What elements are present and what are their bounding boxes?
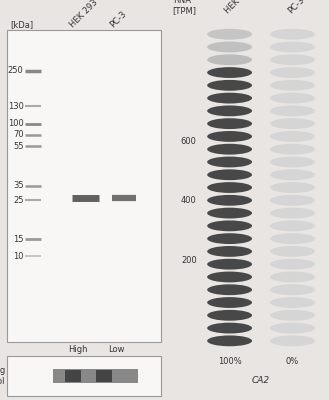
Ellipse shape (207, 131, 252, 142)
Ellipse shape (207, 42, 252, 52)
Text: HEK 293: HEK 293 (223, 0, 255, 15)
Ellipse shape (207, 272, 252, 282)
FancyBboxPatch shape (7, 356, 161, 396)
Ellipse shape (270, 246, 315, 257)
Text: PC-3: PC-3 (286, 0, 306, 15)
Ellipse shape (207, 80, 252, 91)
Ellipse shape (270, 118, 315, 129)
Text: [kDa]: [kDa] (10, 20, 33, 29)
FancyBboxPatch shape (96, 370, 112, 382)
Ellipse shape (207, 323, 252, 334)
Text: 10: 10 (13, 252, 23, 261)
Ellipse shape (207, 67, 252, 78)
Ellipse shape (270, 310, 315, 321)
Text: 250: 250 (8, 66, 23, 75)
Ellipse shape (207, 259, 252, 270)
Text: 130: 130 (8, 102, 23, 111)
Ellipse shape (207, 169, 252, 180)
Ellipse shape (270, 144, 315, 155)
Ellipse shape (207, 336, 252, 346)
FancyBboxPatch shape (7, 30, 161, 342)
Ellipse shape (207, 54, 252, 65)
Text: 200: 200 (181, 256, 197, 264)
Text: Low: Low (108, 345, 125, 354)
Text: CA2: CA2 (252, 376, 270, 385)
Ellipse shape (270, 131, 315, 142)
Ellipse shape (270, 195, 315, 206)
Text: 55: 55 (13, 142, 23, 150)
Ellipse shape (270, 67, 315, 78)
Ellipse shape (270, 54, 315, 65)
Ellipse shape (270, 208, 315, 218)
FancyBboxPatch shape (53, 369, 138, 383)
Ellipse shape (270, 169, 315, 180)
Ellipse shape (270, 156, 315, 167)
Ellipse shape (207, 144, 252, 155)
Ellipse shape (207, 208, 252, 218)
Ellipse shape (270, 336, 315, 346)
Ellipse shape (270, 80, 315, 91)
Text: High: High (68, 345, 88, 354)
Ellipse shape (207, 29, 252, 40)
Text: 100%: 100% (218, 357, 241, 366)
Ellipse shape (270, 29, 315, 40)
FancyBboxPatch shape (65, 370, 81, 382)
Text: HEK 293: HEK 293 (68, 0, 100, 29)
Text: PC-3: PC-3 (109, 9, 129, 29)
Text: RNA
[TPM]: RNA [TPM] (173, 0, 197, 15)
Ellipse shape (207, 118, 252, 129)
Ellipse shape (270, 233, 315, 244)
Ellipse shape (270, 93, 315, 104)
Text: Loading
Control: Loading Control (0, 366, 5, 386)
Ellipse shape (270, 297, 315, 308)
Text: 15: 15 (13, 234, 23, 244)
Ellipse shape (207, 233, 252, 244)
Ellipse shape (207, 195, 252, 206)
Ellipse shape (207, 156, 252, 167)
Ellipse shape (207, 310, 252, 321)
Text: 70: 70 (13, 130, 23, 139)
Ellipse shape (270, 220, 315, 231)
Ellipse shape (207, 93, 252, 104)
Text: 0%: 0% (286, 357, 299, 366)
Ellipse shape (270, 106, 315, 116)
Ellipse shape (207, 284, 252, 295)
Ellipse shape (270, 272, 315, 282)
Ellipse shape (207, 182, 252, 193)
Ellipse shape (270, 42, 315, 52)
Text: 25: 25 (13, 196, 23, 204)
Ellipse shape (270, 284, 315, 295)
Ellipse shape (270, 259, 315, 270)
Ellipse shape (270, 323, 315, 334)
Ellipse shape (207, 220, 252, 231)
Ellipse shape (270, 182, 315, 193)
Text: 100: 100 (8, 119, 23, 128)
Text: 400: 400 (181, 196, 197, 205)
Ellipse shape (207, 297, 252, 308)
Text: 600: 600 (181, 136, 197, 146)
Text: 35: 35 (13, 182, 23, 190)
Ellipse shape (207, 246, 252, 257)
Ellipse shape (207, 106, 252, 116)
